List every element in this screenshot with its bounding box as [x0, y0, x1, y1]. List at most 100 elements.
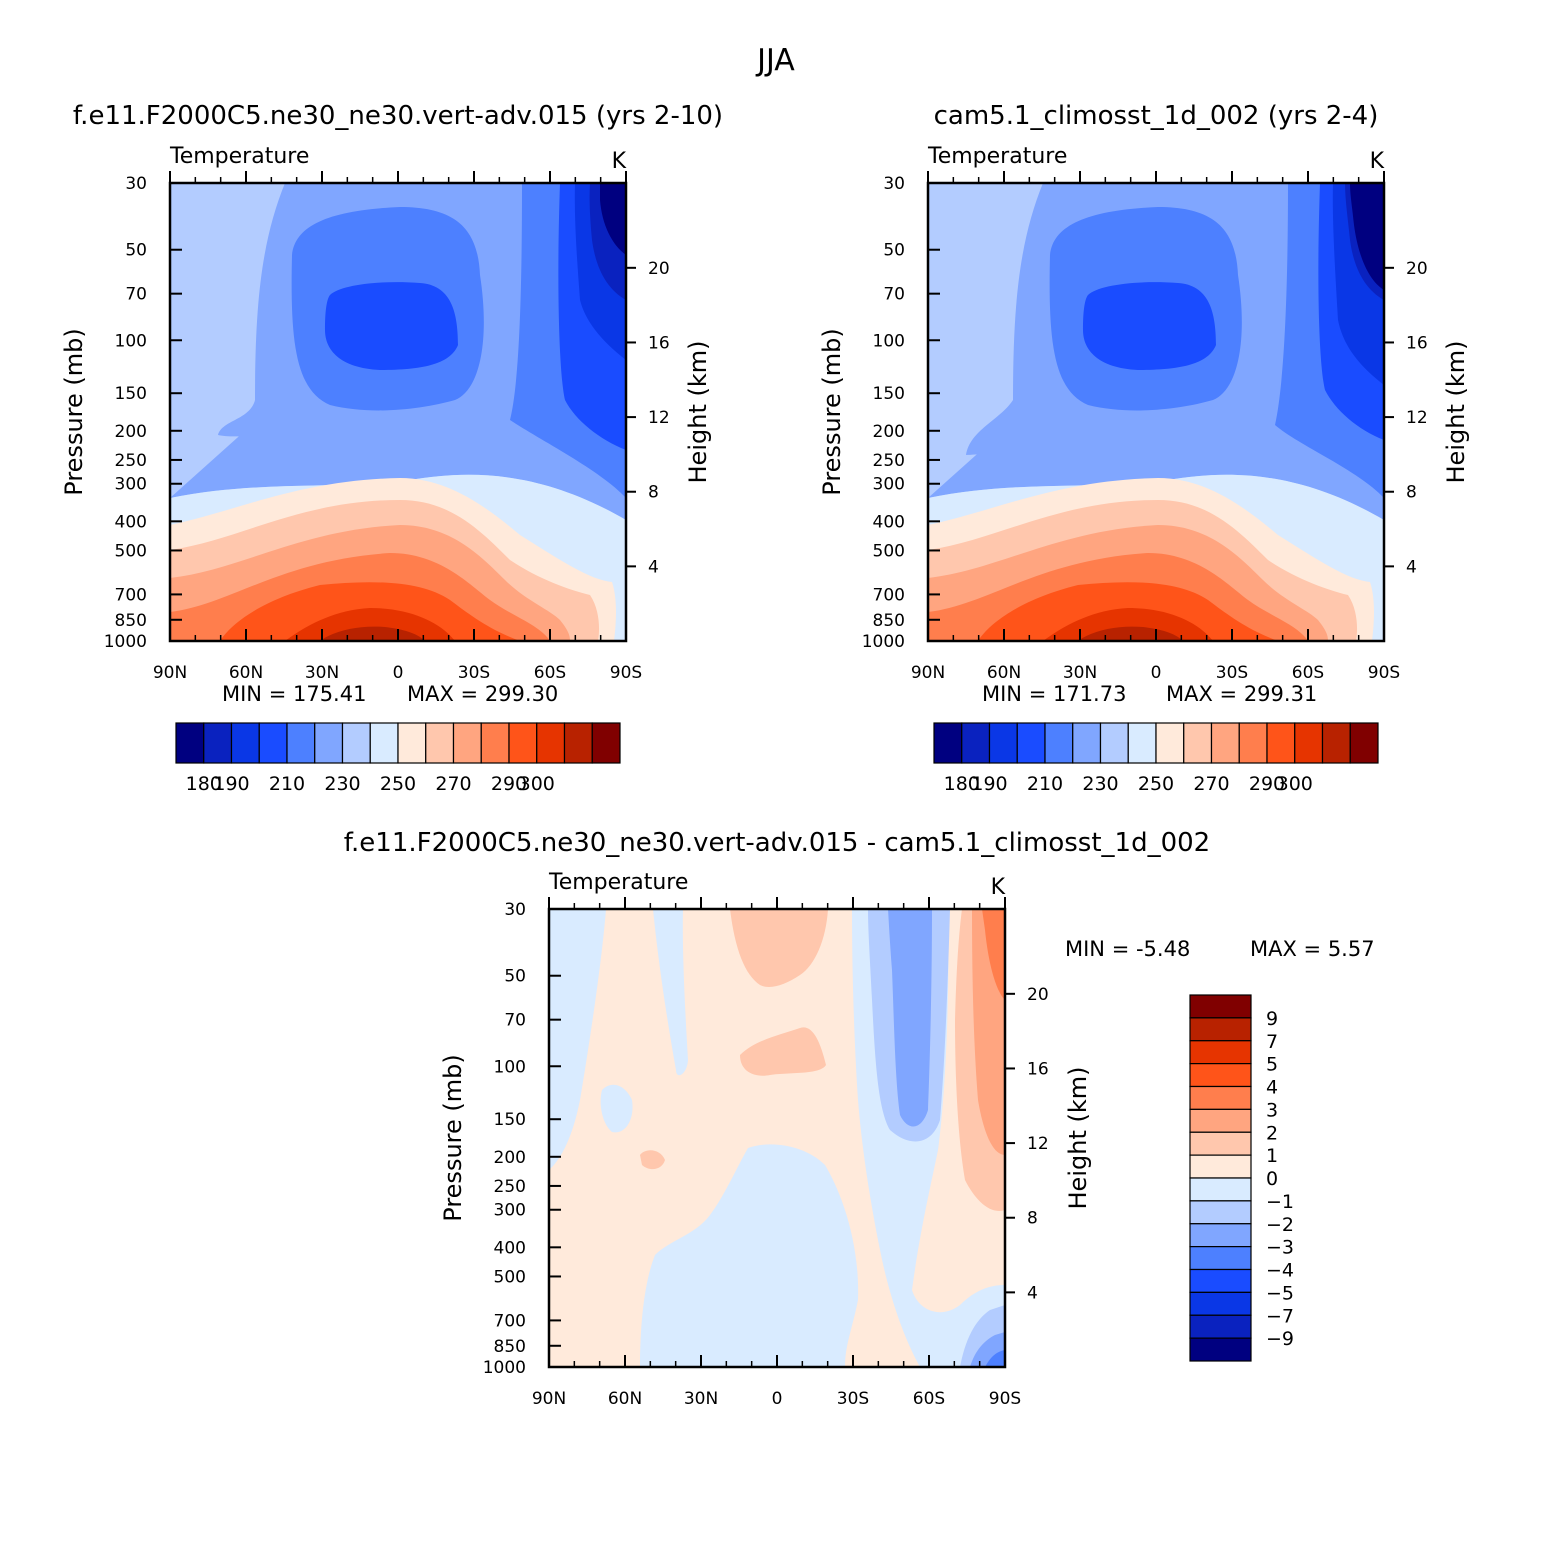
- colorbar-box: [1294, 722, 1324, 764]
- y-tick-label: 500: [873, 541, 905, 561]
- colorbar-box: [314, 722, 344, 764]
- colorbar-box: [1321, 722, 1351, 764]
- band-1-2-mid: [740, 1027, 826, 1076]
- colorbar-label: −5: [1266, 1282, 1294, 1304]
- colorbar-box: [1155, 722, 1185, 764]
- colorbar-label: 230: [1082, 773, 1118, 795]
- y-tick-label: 300: [873, 475, 905, 495]
- colorbar-box: [369, 722, 399, 764]
- height-tick-label: 20: [1027, 985, 1049, 1005]
- y-tick-label: 150: [494, 1110, 526, 1130]
- y-tick-label: 1000: [862, 632, 905, 652]
- y-tick-label: 400: [494, 1238, 526, 1258]
- colorbar-label: −3: [1266, 1237, 1294, 1259]
- panel-1-ylabel: Pressure (mb): [60, 328, 88, 495]
- height-tick-label: 4: [1406, 557, 1417, 577]
- y-tick-label: 400: [115, 512, 147, 532]
- height-tick-label: 12: [1027, 1134, 1049, 1154]
- y-tick-label: 50: [883, 241, 905, 261]
- x-tick-label: 30S: [458, 663, 490, 683]
- colorbar-label: −4: [1266, 1260, 1294, 1282]
- colorbar-box: [933, 722, 963, 764]
- x-tick-label: 90S: [1368, 663, 1400, 683]
- colorbar-label: 270: [1193, 773, 1229, 795]
- x-tick-label: 60S: [913, 1389, 945, 1409]
- y-tick-label: 250: [494, 1177, 526, 1197]
- panel-1-max-stat: MAX = 299.30: [407, 682, 558, 706]
- colorbar-label: 300: [519, 773, 555, 795]
- y-tick-label: 250: [873, 451, 905, 471]
- colorbar-box: [1189, 1268, 1252, 1293]
- panel-1-title: f.e11.F2000C5.ne30_ne30.vert-adv.015 (yr…: [73, 101, 723, 131]
- colorbar-box: [961, 722, 991, 764]
- colorbar-label: −1: [1266, 1191, 1294, 1213]
- panel-2: cam5.1_climosst_1d_002 (yrs 2-4) Tempera…: [818, 101, 1470, 795]
- x-tick-label: 60S: [534, 663, 566, 683]
- colorbar-box: [1189, 1063, 1252, 1088]
- panel-2-ylabel: Pressure (mb): [818, 328, 846, 495]
- colorbar-box: [1016, 722, 1046, 764]
- x-tick-label: 30S: [1216, 663, 1248, 683]
- y-tick-label: 250: [115, 451, 147, 471]
- y-tick-label: 70: [504, 1011, 526, 1031]
- colorbar-box: [591, 722, 621, 764]
- colorbar-label: 210: [269, 773, 305, 795]
- colorbar-label: 250: [380, 773, 416, 795]
- colorbar-box: [286, 722, 316, 764]
- height-tick-label: 4: [648, 557, 659, 577]
- y-tick-label: 200: [494, 1148, 526, 1168]
- colorbar-box: [480, 722, 510, 764]
- colorbar-label: −2: [1266, 1214, 1294, 1236]
- colorbar-box: [1238, 722, 1268, 764]
- x-tick-label: 0: [393, 663, 404, 683]
- colorbar-label: 290: [491, 773, 527, 795]
- panel-1-axes: 90N 60N 30N 0 30S 60S 90S 30 50 70 100 150 200 250 300…: [104, 171, 670, 683]
- colorbar-label: 230: [324, 773, 360, 795]
- height-tick-label: 12: [648, 408, 670, 428]
- panel-3-contour-field: [549, 909, 1005, 1367]
- y-tick-label: 30: [504, 900, 526, 920]
- colorbar-label: 290: [1249, 773, 1285, 795]
- colorbar-box: [1189, 1040, 1252, 1065]
- colorbar-label: 5: [1266, 1054, 1278, 1076]
- y-tick-label: 30: [883, 174, 905, 194]
- colorbar-label: 250: [1138, 773, 1174, 795]
- colorbar-box: [508, 722, 538, 764]
- colorbar-box: [397, 722, 427, 764]
- panel-2-contour-field: [928, 183, 1384, 641]
- band-210-220: [291, 183, 626, 498]
- band-below-180: [1350, 183, 1384, 290]
- y-tick-label: 500: [494, 1267, 526, 1287]
- y-tick-label: 150: [873, 384, 905, 404]
- colorbar-label: −7: [1266, 1305, 1294, 1327]
- band-m1-0-left: [549, 909, 606, 1170]
- colorbar-label: 4: [1266, 1077, 1278, 1099]
- height-tick-label: 16: [1406, 333, 1428, 353]
- colorbar-box: [1189, 1108, 1252, 1133]
- y-tick-label: 50: [504, 967, 526, 987]
- panel-2-units: K: [1370, 149, 1385, 174]
- height-tick-label: 20: [1406, 259, 1428, 279]
- colorbar-box: [1189, 1314, 1252, 1339]
- x-tick-label: 30S: [837, 1389, 869, 1409]
- height-tick-label: 8: [648, 483, 659, 503]
- x-tick-label: 60N: [229, 663, 263, 683]
- y-tick-label: 200: [115, 422, 147, 442]
- panel-3-ylabel-right: Height (km): [1064, 1067, 1092, 1210]
- colorbar-label: 2: [1266, 1122, 1278, 1144]
- panel-3-units: K: [991, 875, 1006, 900]
- colorbar-box: [1189, 1337, 1252, 1362]
- colorbar-label: 190: [971, 773, 1007, 795]
- y-tick-label: 100: [494, 1057, 526, 1077]
- y-tick-label: 200: [873, 422, 905, 442]
- colorbar-box: [1044, 722, 1074, 764]
- colorbar-label: 210: [1027, 773, 1063, 795]
- panel-2-ylabel-right: Height (km): [1442, 341, 1470, 484]
- colorbar-box: [1189, 1177, 1252, 1202]
- y-tick-label: 700: [494, 1311, 526, 1331]
- height-tick-label: 12: [1406, 408, 1428, 428]
- colorbar-label: −9: [1266, 1328, 1294, 1350]
